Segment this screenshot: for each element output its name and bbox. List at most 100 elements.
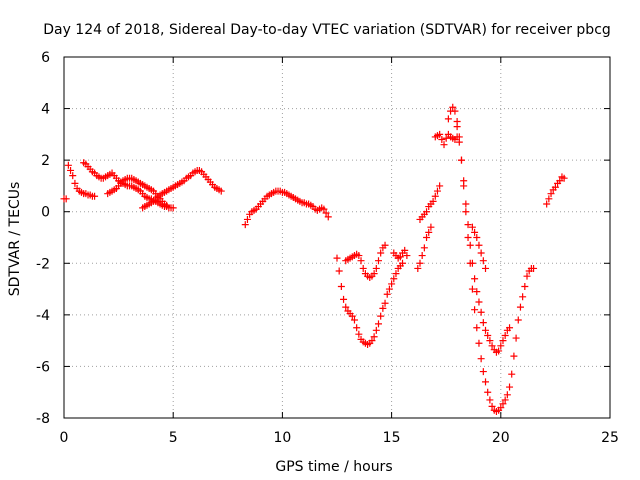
data-point	[372, 264, 380, 272]
data-point	[473, 324, 481, 332]
data-point	[383, 290, 391, 298]
data-point	[477, 308, 485, 316]
data-point	[355, 252, 363, 260]
data-segment	[431, 130, 461, 149]
data-point	[337, 282, 345, 290]
x-tick-label: 20	[492, 430, 510, 446]
data-point	[333, 254, 341, 262]
data-point	[477, 249, 485, 257]
data-point	[466, 241, 474, 249]
data-segment	[416, 182, 444, 223]
data-point	[340, 295, 348, 303]
data-point	[91, 192, 99, 200]
x-tick-label: 0	[60, 430, 69, 446]
y-tick-label: 2	[41, 153, 50, 169]
x-axis-label: GPS time / hours	[275, 459, 392, 475]
data-segment	[60, 195, 70, 203]
data-point	[396, 253, 404, 261]
data-segment	[139, 166, 225, 212]
data-point	[320, 205, 328, 213]
data-points	[60, 103, 568, 416]
data-point	[497, 404, 505, 412]
data-point	[392, 270, 400, 278]
data-point	[416, 259, 424, 267]
data-point	[523, 272, 531, 280]
data-segment	[333, 254, 389, 349]
data-point	[425, 228, 433, 236]
data-point	[324, 213, 332, 221]
data-point	[62, 195, 70, 203]
data-point	[335, 267, 343, 275]
data-point	[545, 195, 553, 203]
data-point	[471, 228, 479, 236]
data-point	[414, 264, 422, 272]
data-point	[530, 264, 538, 272]
data-point	[462, 208, 470, 216]
data-point	[368, 337, 376, 345]
data-point	[486, 337, 494, 345]
data-point	[462, 200, 470, 208]
data-point	[508, 370, 516, 378]
y-tick-label: 4	[41, 102, 50, 118]
data-point	[503, 391, 511, 399]
data-segment	[241, 187, 332, 229]
data-point	[436, 182, 444, 190]
data-point	[521, 282, 529, 290]
data-point	[379, 304, 387, 312]
data-point	[551, 183, 559, 191]
data-segment	[444, 103, 538, 416]
data-segment	[342, 241, 389, 281]
data-point	[372, 326, 380, 334]
data-point	[484, 331, 492, 339]
data-point	[453, 123, 461, 131]
data-point	[501, 331, 509, 339]
data-point	[241, 221, 249, 229]
data-point	[486, 396, 494, 404]
data-point	[451, 107, 459, 115]
x-tick-label: 10	[273, 430, 291, 446]
data-point	[433, 187, 441, 195]
data-point	[473, 234, 481, 241]
data-point	[423, 234, 431, 241]
data-point	[479, 368, 487, 376]
data-point	[506, 383, 514, 391]
data-point	[431, 192, 439, 200]
data-point	[67, 166, 75, 174]
x-tick-label: 25	[601, 430, 619, 446]
data-point	[449, 103, 457, 111]
data-point	[401, 246, 409, 254]
data-point	[468, 259, 476, 267]
data-point	[436, 130, 444, 138]
data-point	[457, 156, 465, 164]
data-point	[353, 324, 361, 332]
data-point	[420, 244, 428, 252]
x-tick-label: 5	[169, 430, 178, 446]
data-point	[243, 215, 251, 223]
data-point	[473, 288, 481, 296]
data-point	[377, 249, 385, 257]
data-point	[355, 330, 363, 338]
y-tick-label: -6	[36, 359, 50, 375]
y-axis-label: SDTVAR / TECUs	[7, 182, 23, 297]
data-point	[512, 334, 520, 342]
data-point	[464, 221, 472, 229]
data-point	[468, 285, 476, 293]
data-point	[359, 264, 367, 272]
data-point	[322, 209, 330, 217]
data-segment	[543, 173, 568, 208]
data-point	[475, 339, 483, 347]
data-point	[475, 298, 483, 306]
data-point	[510, 352, 518, 360]
y-tick-label: -2	[36, 256, 50, 272]
data-point	[350, 316, 358, 324]
data-point	[501, 396, 509, 404]
data-point	[488, 402, 496, 410]
data-segment	[468, 223, 490, 272]
data-point	[471, 306, 479, 314]
data-point	[381, 299, 389, 307]
data-point	[374, 320, 382, 328]
data-point	[399, 259, 407, 267]
data-point	[438, 136, 446, 144]
x-tick-label: 15	[383, 430, 401, 446]
